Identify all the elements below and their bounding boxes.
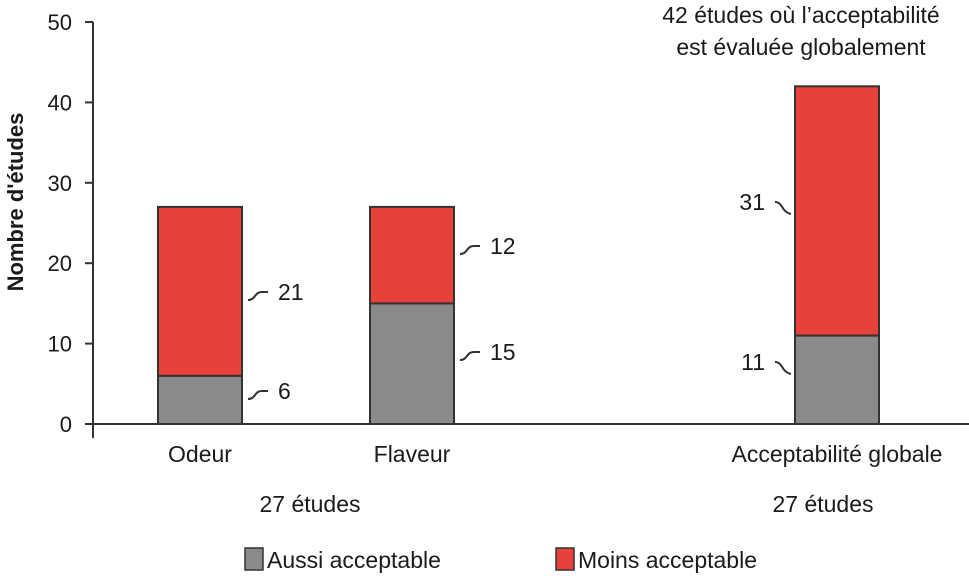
y-tick-label-0: 0 <box>60 412 72 437</box>
value-label-odeur-moins-acceptable: 21 <box>278 279 304 305</box>
legend-label-aussi: Aussi acceptable <box>267 547 441 573</box>
leader-acceptabilite-globale-moins-acceptable <box>774 201 792 215</box>
category-label-odeur: Odeur <box>168 441 232 467</box>
legend-swatch-moins <box>555 547 575 571</box>
legend-swatch-aussi <box>244 547 264 571</box>
bars <box>157 85 880 426</box>
y-tick-label-10: 10 <box>48 332 72 357</box>
leader-odeur-aussi-acceptable <box>247 390 268 400</box>
value-labels: 6 21 15 12 11 31 <box>247 189 792 404</box>
bar-acceptabilite-globale-aussi-acceptable <box>794 334 880 425</box>
bar-odeur-moins-acceptable <box>157 205 243 377</box>
value-label-flaveur-aussi-acceptable: 15 <box>490 339 516 365</box>
bar-flaveur-moins-acceptable <box>369 205 455 305</box>
value-label-acceptabilite-globale-moins-acceptable: 31 <box>739 189 765 215</box>
category-labels: Odeur Flaveur Acceptabilité globale <box>168 441 942 467</box>
bar-flaveur-aussi-acceptable <box>369 302 455 425</box>
y-tick-label-50: 50 <box>48 10 72 35</box>
y-tick-label-20: 20 <box>48 251 72 276</box>
leader-flaveur-moins-acceptable <box>459 245 480 255</box>
value-label-flaveur-moins-acceptable: 12 <box>490 233 516 259</box>
legend-label-moins: Moins acceptable <box>578 547 757 573</box>
value-label-odeur-aussi-acceptable: 6 <box>278 378 291 404</box>
category-label-acceptabilite-globale: Acceptabilité globale <box>732 441 943 467</box>
y-axis-title: Nombre d'études <box>3 113 28 292</box>
leader-acceptabilite-globale-aussi-acceptable <box>774 361 792 375</box>
leader-flaveur-aussi-acceptable <box>459 351 480 361</box>
category-label-flaveur: Flaveur <box>374 441 451 467</box>
annotation-line-2: est évaluée globalement <box>676 34 926 60</box>
bar-odeur-aussi-acceptable <box>157 374 243 426</box>
group-label-acceptabilite: 27 études <box>772 491 873 517</box>
bar-acceptabilite-globale-moins-acceptable <box>794 85 880 337</box>
y-tick-label-30: 30 <box>48 171 72 196</box>
legend: Aussi acceptable Moins acceptable <box>244 547 757 573</box>
group-label-odeur-flaveur: 27 études <box>259 491 360 517</box>
leader-odeur-moins-acceptable <box>247 291 268 301</box>
y-tick-label-40: 40 <box>48 90 72 115</box>
annotation-line-1: 42 études où l’acceptabilité <box>662 2 939 28</box>
y-ticks: 0 10 20 30 40 50 <box>48 10 93 437</box>
value-label-acceptabilite-globale-aussi-acceptable: 11 <box>741 349 765 375</box>
